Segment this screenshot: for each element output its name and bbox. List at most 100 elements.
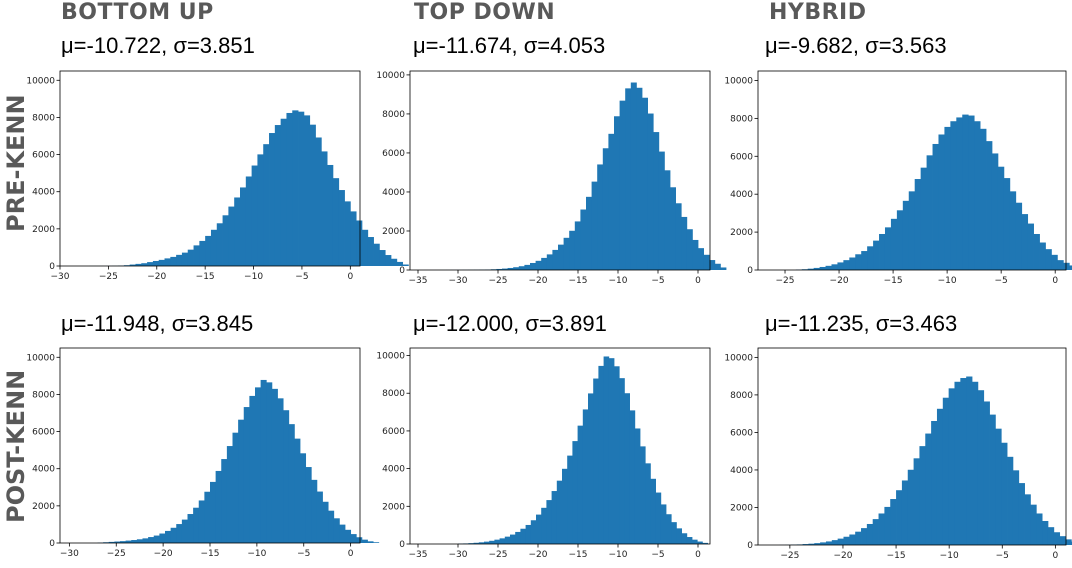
bar: [260, 379, 267, 543]
bar: [802, 544, 809, 545]
bar: [535, 260, 542, 270]
x-tick-label: −15: [196, 272, 215, 282]
x-tick-label: 0: [1053, 551, 1059, 561]
bar: [655, 492, 662, 544]
bar: [956, 117, 963, 270]
bar: [199, 240, 206, 266]
bar: [356, 537, 363, 543]
bar: [294, 438, 301, 543]
bar: [216, 223, 223, 266]
y-tick-label: 0: [49, 262, 55, 272]
y-tick-label: 4000: [382, 188, 405, 198]
bar: [238, 419, 245, 543]
bar: [820, 542, 827, 545]
bar: [332, 178, 340, 266]
bar: [698, 248, 704, 270]
bar: [843, 260, 850, 270]
bar: [1030, 504, 1037, 545]
y-tick-label: 6000: [382, 149, 405, 159]
bar: [997, 166, 1005, 270]
bar: [948, 388, 955, 545]
bar: [907, 469, 914, 545]
bar: [524, 264, 531, 270]
bar: [619, 378, 625, 544]
bar: [551, 491, 558, 544]
bar: [303, 115, 311, 266]
bar: [328, 510, 335, 543]
bar: [666, 514, 672, 544]
plot-frame: [59, 70, 361, 267]
bar: [361, 229, 369, 266]
bar: [402, 264, 409, 266]
y-tick-label: 10000: [376, 71, 405, 81]
bar: [968, 115, 975, 271]
x-tick-label: −25: [489, 550, 508, 560]
y-tick-label: 8000: [382, 389, 405, 399]
x-tick-label: −10: [609, 276, 628, 286]
bar: [586, 196, 592, 270]
bar: [831, 540, 839, 545]
bar: [478, 542, 485, 544]
bar: [908, 191, 916, 270]
bar: [222, 215, 229, 266]
x-tick-label: −20: [529, 276, 548, 286]
bar: [896, 210, 904, 270]
y-tick-label: 8000: [32, 113, 55, 123]
bar: [614, 366, 620, 544]
bar: [593, 378, 599, 544]
bar: [234, 197, 241, 266]
bar: [350, 211, 357, 266]
y-tick-label: 10000: [376, 352, 405, 362]
bar: [367, 237, 374, 266]
bar: [1001, 442, 1008, 545]
bar: [991, 153, 999, 270]
x-tick-label: −25: [780, 551, 799, 561]
bar: [591, 181, 598, 270]
bar: [896, 490, 903, 545]
bar: [316, 491, 323, 543]
y-tick-label: 6000: [730, 152, 753, 162]
bar: [1063, 262, 1070, 270]
plot-frame: [757, 347, 1067, 546]
bar: [681, 216, 688, 270]
bar: [390, 258, 398, 266]
bar: [286, 112, 293, 266]
bar: [658, 151, 665, 270]
bar: [245, 176, 253, 266]
bar: [602, 148, 609, 270]
bar: [530, 262, 536, 270]
bar: [170, 256, 177, 266]
plot-frame: [409, 347, 711, 545]
bar: [670, 187, 676, 270]
bar: [884, 227, 892, 270]
bar: [660, 504, 667, 544]
bar: [919, 446, 926, 545]
x-tick-label: −5: [297, 549, 310, 559]
bar: [966, 376, 973, 545]
bar: [142, 538, 149, 543]
bar: [198, 500, 205, 543]
x-tick-label: −25: [107, 549, 126, 559]
bar: [634, 428, 641, 544]
bar: [580, 209, 587, 270]
bar: [825, 541, 833, 545]
bar: [204, 491, 211, 543]
bar: [572, 441, 578, 544]
bar: [653, 132, 660, 270]
bar: [608, 133, 615, 270]
bar: [136, 539, 143, 543]
bar: [120, 541, 127, 543]
bar: [986, 141, 993, 270]
bar: [702, 542, 708, 544]
bar: [131, 540, 138, 543]
x-tick-label: −35: [409, 550, 428, 560]
x-tick-label: 0: [695, 550, 701, 560]
x-tick-label: −5: [996, 551, 1009, 561]
bar: [950, 121, 957, 270]
y-tick-label: 2000: [32, 225, 55, 235]
bar: [867, 246, 874, 270]
bar: [843, 536, 850, 545]
bar: [504, 536, 511, 544]
bar: [249, 395, 256, 543]
bar: [962, 114, 969, 270]
